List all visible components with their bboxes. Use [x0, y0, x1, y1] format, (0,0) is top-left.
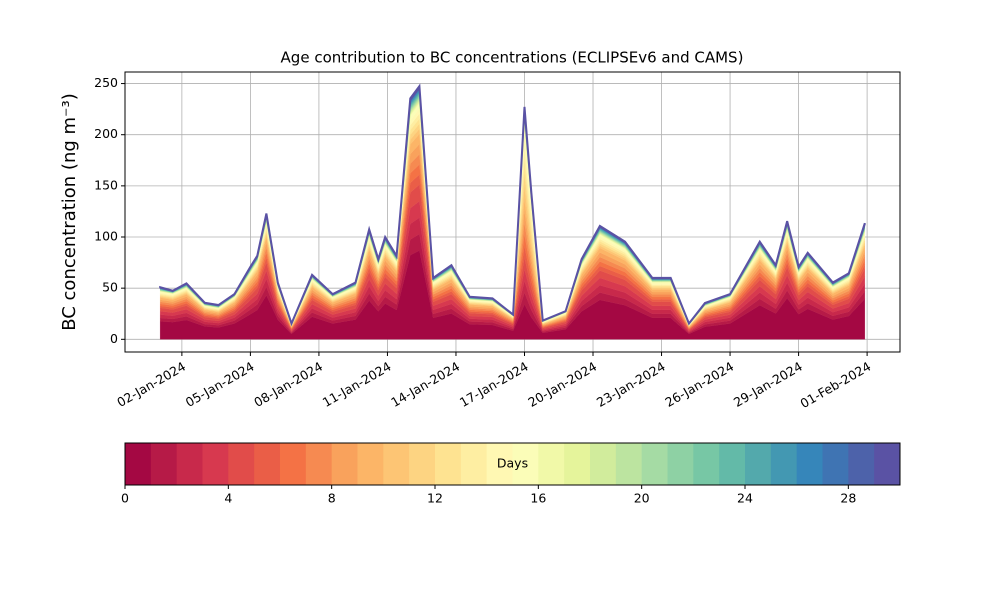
y-tick-label: 50 — [102, 280, 118, 295]
colorbar-bin — [770, 443, 798, 485]
colorbar-bin — [719, 443, 746, 485]
y-tick-label: 100 — [94, 229, 118, 244]
x-tick-label: 20-Jan-2024 — [525, 359, 599, 410]
colorbar-bin — [460, 443, 488, 485]
x-tick-label: 23-Jan-2024 — [594, 359, 668, 410]
colorbar-tick-label: 24 — [737, 491, 753, 506]
x-tick-label: 11-Jan-2024 — [320, 359, 394, 410]
colorbar-label: Days — [497, 456, 528, 471]
colorbar-bin — [874, 443, 901, 485]
colorbar-bin — [228, 443, 255, 485]
colorbar-bin — [305, 443, 333, 485]
colorbar-bin — [254, 443, 281, 485]
colorbar-tick-label: 0 — [121, 491, 129, 506]
plot-frame — [124, 71, 901, 353]
colorbar-bin — [331, 443, 358, 485]
x-tick-label: 14-Jan-2024 — [388, 359, 462, 410]
x-tick-label: 29-Jan-2024 — [731, 359, 805, 410]
y-tick-label: 250 — [94, 75, 118, 90]
colorbar-bin — [667, 443, 694, 485]
x-tick-label: 26-Jan-2024 — [662, 359, 736, 410]
area-band — [159, 83, 866, 327]
colorbar-bin — [383, 443, 410, 485]
x-tick-label: 08-Jan-2024 — [251, 359, 325, 410]
colorbar-tick-label: 20 — [634, 491, 650, 506]
colorbar-bin — [150, 443, 178, 485]
colorbar-bin — [435, 443, 462, 485]
y-tick-label: 150 — [94, 177, 118, 192]
y-axis-label: BC concentration (ng m⁻³) — [59, 93, 80, 331]
y-tick-label: 200 — [94, 126, 118, 141]
colorbar-bin — [486, 443, 513, 485]
colorbar-bin — [745, 443, 772, 485]
colorbar-tick-label: 8 — [328, 491, 336, 506]
chart-title: Age contribution to BC concentrations (E… — [281, 49, 744, 67]
colorbar-bin — [822, 443, 849, 485]
colorbar-bin — [615, 443, 643, 485]
colorbar-tick-label: 4 — [224, 491, 232, 506]
colorbar: Days 0 4 8 12 16 20 24 28 — [121, 442, 901, 506]
colorbar-bin — [357, 443, 384, 485]
colorbar-bin — [590, 443, 617, 485]
colorbar-frame — [124, 442, 901, 486]
colorbar-bin — [796, 443, 823, 485]
colorbar-bin — [409, 443, 436, 485]
x-tick-label: 17-Jan-2024 — [457, 359, 531, 410]
colorbar-bin — [564, 443, 591, 485]
y-tick-label: 0 — [110, 331, 118, 346]
colorbar-tick-label: 16 — [530, 491, 546, 506]
colorbar-tick-label: 12 — [427, 491, 443, 506]
colorbar-bin — [693, 443, 720, 485]
x-tick-label: 01-Feb-2024 — [798, 359, 874, 411]
colorbar-bin — [538, 443, 565, 485]
colorbar-bin — [848, 443, 875, 485]
x-tick-label: 05-Jan-2024 — [183, 359, 257, 410]
colorbar-bin — [512, 443, 539, 485]
colorbar-bin — [641, 443, 668, 485]
colorbar-bin — [125, 443, 152, 485]
colorbar-tick-label: 28 — [840, 491, 856, 506]
colorbar-bin — [176, 443, 203, 485]
colorbar-bin — [280, 443, 307, 485]
plot-area: 02-Jan-202405-Jan-202408-Jan-202411-Jan-… — [94, 71, 901, 411]
x-tick-label: 02-Jan-2024 — [114, 359, 188, 410]
colorbar-bin — [202, 443, 229, 485]
